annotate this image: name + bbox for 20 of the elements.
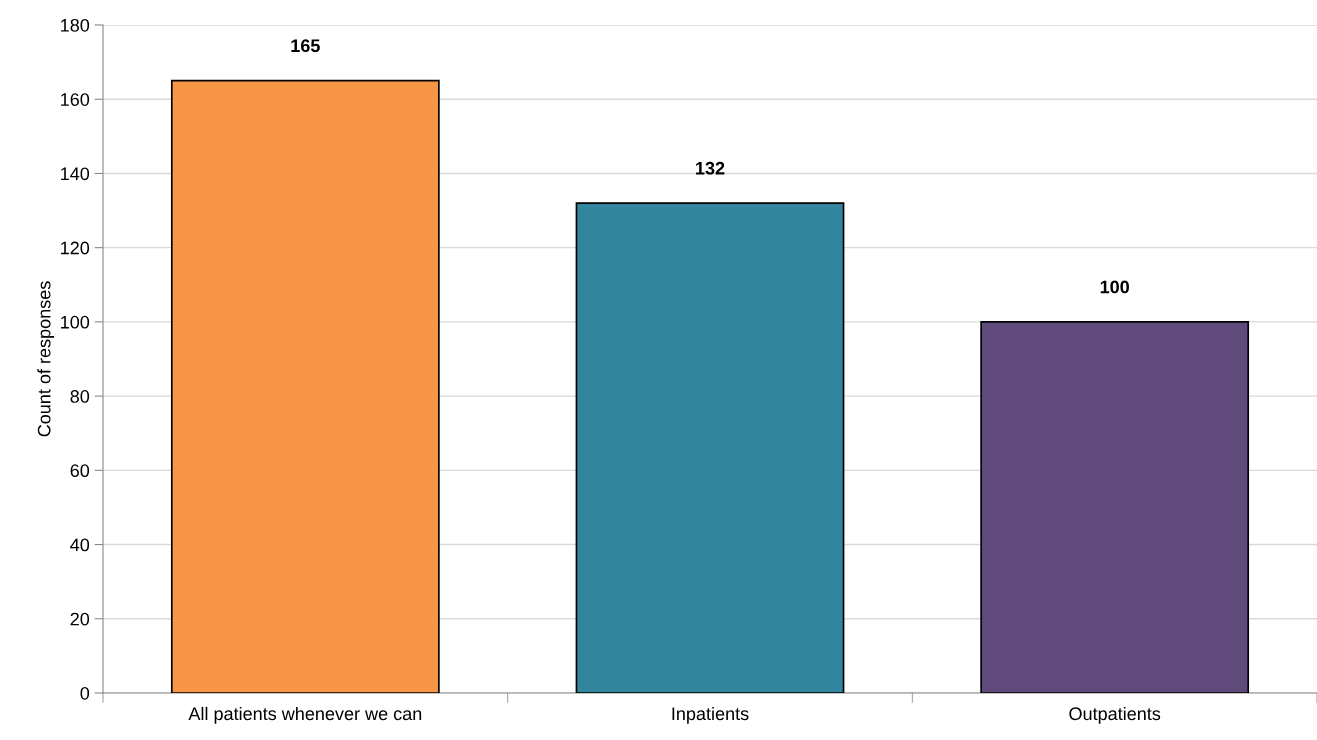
y-tick-label: 100 [61,315,90,329]
x-tick-label: Inpatients [672,706,749,724]
bar [170,79,440,693]
data-label: 165 [291,39,320,53]
y-tick-label: 40 [70,538,90,552]
data-label: 100 [1100,280,1129,294]
x-tick-label: All patients whenever we can [188,706,422,724]
bar [980,321,1250,693]
y-tick-label: 60 [70,464,90,478]
y-tick-label: 160 [61,93,90,106]
y-tick-label: 20 [70,612,90,626]
y-tick-label: 0 [80,686,90,700]
y-tick-label: 80 [70,390,90,403]
y-tick-label: 120 [61,241,90,255]
bar [575,202,845,693]
y-tick-label: 140 [61,167,90,181]
x-tick-label: Outpatients [1069,706,1161,724]
y-tick-label: 180 [61,18,90,32]
data-label: 132 [696,161,725,175]
y-axis-title: Count of responses [37,281,55,437]
